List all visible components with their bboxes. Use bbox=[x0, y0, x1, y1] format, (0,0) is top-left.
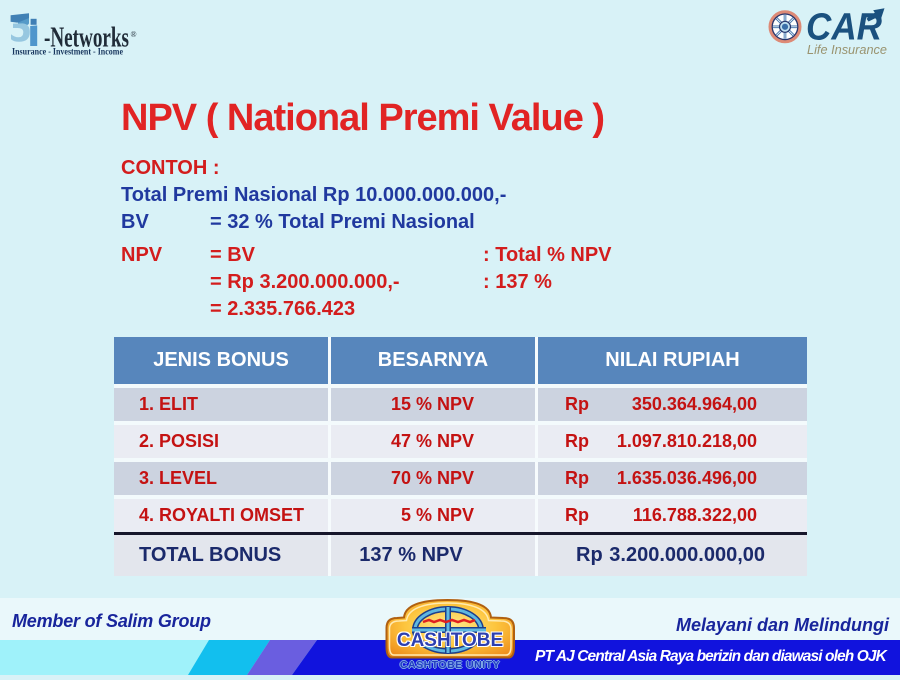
svg-text:Insurance - Investment - Incom: Insurance - Investment - Income bbox=[12, 47, 123, 57]
svg-text:®: ® bbox=[131, 30, 137, 39]
svg-text:-Networks: -Networks bbox=[44, 23, 129, 54]
svg-text:CAR: CAR bbox=[806, 7, 883, 49]
svg-text:Life Insurance: Life Insurance bbox=[807, 42, 887, 57]
